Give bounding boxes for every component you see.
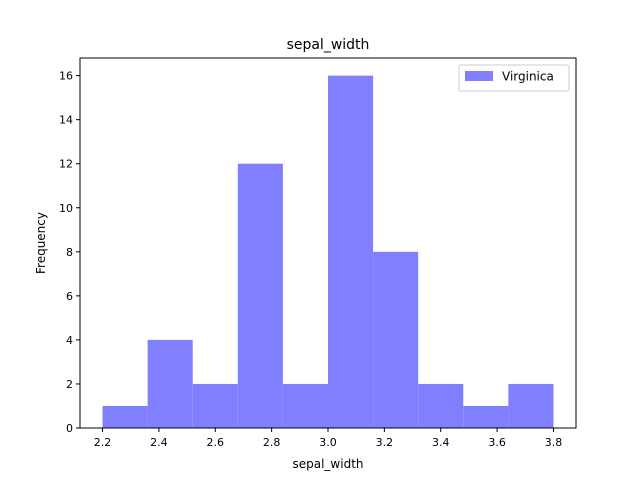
plot-frame [79, 57, 577, 429]
histogram-bar [237, 163, 283, 428]
x-tick-label: 3.4 [432, 436, 450, 449]
y-tick-label: 16 [59, 70, 73, 83]
y-tick-label: 12 [59, 158, 73, 171]
x-axis-label: sepal_width [292, 457, 363, 471]
x-tick-label: 3.8 [545, 436, 563, 449]
y-tick-label: 10 [59, 202, 73, 215]
x-tick-label: 2.6 [207, 436, 225, 449]
histogram-bar [463, 405, 509, 428]
histogram-bar [282, 383, 328, 428]
y-tick-label: 0 [66, 422, 73, 435]
y-tick-label: 14 [59, 114, 73, 127]
histogram-bar [328, 75, 374, 428]
x-tick-label: 3.0 [319, 436, 337, 449]
x-axis-ticks: 2.2 2.4 2.6 2.8 3.0 3.2 3.4 3.6 3.8 [94, 428, 562, 449]
x-tick-label: 2.8 [263, 436, 281, 449]
x-tick-label: 3.2 [376, 436, 394, 449]
bars-group [102, 75, 554, 428]
histogram-bar [508, 383, 554, 428]
histogram-bar [102, 405, 148, 428]
x-tick-label: 2.2 [94, 436, 112, 449]
y-tick-label: 2 [66, 378, 73, 391]
y-axis-ticks: 0 2 4 6 8 10 12 14 16 [59, 70, 80, 435]
y-tick-label: 6 [66, 290, 73, 303]
y-axis-label: Frequency [34, 212, 48, 274]
legend: Virginica [458, 64, 570, 92]
y-tick-label: 8 [66, 246, 73, 259]
histogram-bar [418, 383, 464, 428]
x-tick-label: 2.4 [150, 436, 168, 449]
x-tick-label: 3.6 [488, 436, 506, 449]
histogram-bar [373, 251, 419, 428]
chart-title: sepal_width [287, 37, 370, 53]
histogram-bar [192, 383, 238, 428]
histogram-bar [147, 339, 193, 428]
legend-label-virginica: Virginica [502, 70, 554, 84]
legend-swatch-virginica [465, 71, 493, 81]
y-tick-label: 4 [66, 334, 73, 347]
